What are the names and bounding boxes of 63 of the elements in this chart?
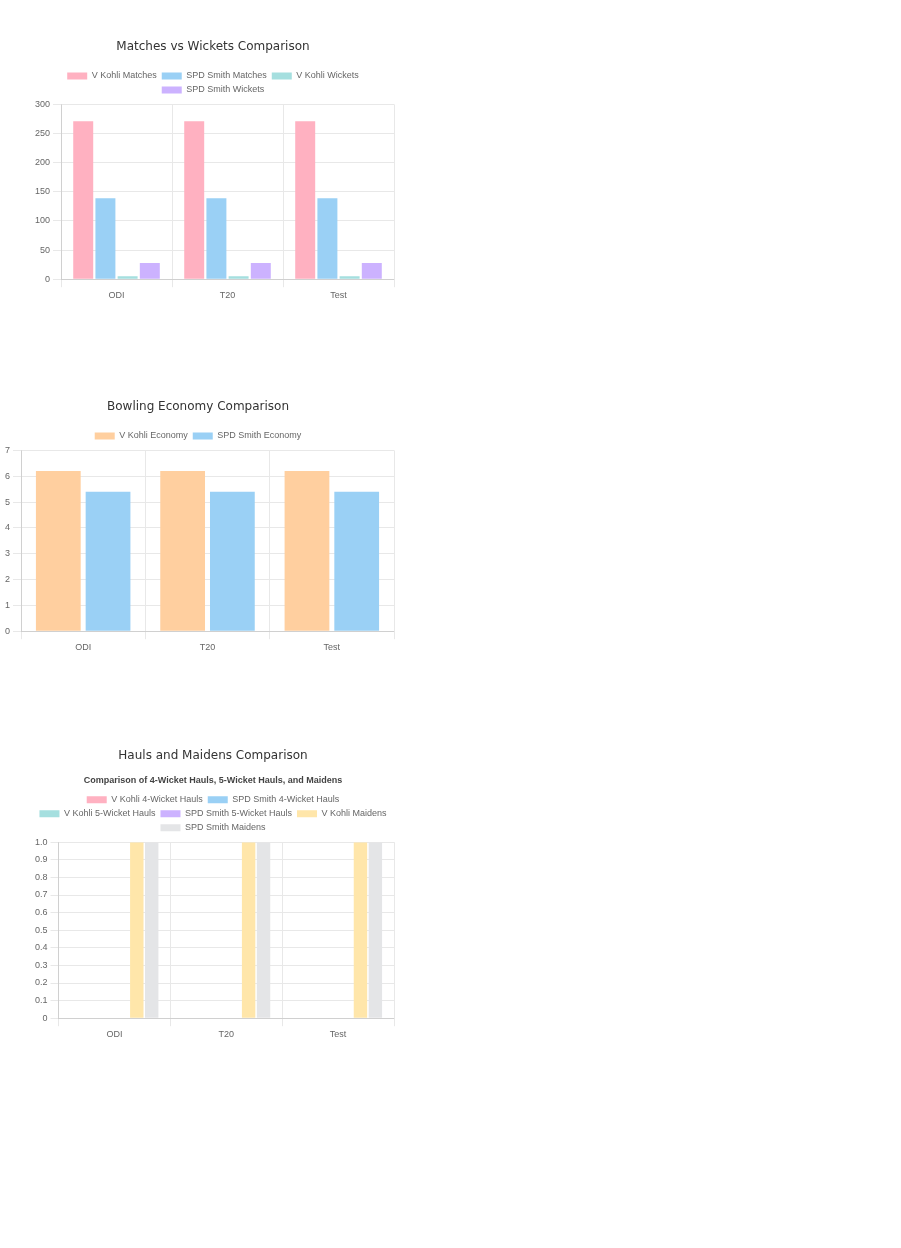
y-tick-label: 0.2 [35, 977, 48, 988]
legend-label: SPD Smith 4-Wicket Hauls [232, 794, 340, 805]
chart-title: Hauls and Maidens Comparison [118, 748, 308, 763]
y-tick-label: 0.9 [35, 854, 48, 865]
x-tick-label: Test [330, 290, 348, 301]
legend-label: V Kohli Wickets [296, 70, 360, 81]
y-tick-label: 100 [34, 215, 51, 226]
y-tick-label: 0 [45, 273, 51, 284]
legend-label: SPD Smith 5-Wicket Hauls [184, 808, 293, 819]
y-tick-label: 0.4 [35, 942, 48, 953]
y-tick-label: 1 [4, 599, 11, 610]
y-tick-label: 2 [4, 574, 11, 585]
y-tick-label: 5 [4, 496, 11, 507]
legend-label: SPD Smith Matches [186, 70, 268, 81]
y-tick-label: 7 [4, 444, 11, 455]
legend-label: V Kohli 5-Wicket Hauls [63, 808, 156, 819]
chart-title: Bowling Economy Comparison [106, 399, 290, 414]
y-tick-label: 0.7 [35, 889, 48, 900]
x-tick-label: T20 [199, 642, 216, 653]
x-tick-label: ODI [106, 1029, 123, 1040]
x-tick-label: T20 [219, 290, 236, 301]
bar [139, 262, 160, 279]
y-tick-label: 150 [34, 186, 51, 197]
bar [361, 262, 382, 279]
y-tick-label: 0.8 [35, 871, 48, 882]
y-tick-label: 0.3 [35, 959, 48, 970]
y-tick-label: 3 [4, 548, 11, 559]
y-tick-label: 0.6 [35, 907, 48, 918]
y-tick-label: 6 [4, 470, 11, 481]
chart-subtitle: Comparison of 4-Wicket Hauls, 5-Wicket Hauls, and Maidens [83, 775, 343, 786]
y-tick-label: 0.1 [35, 995, 48, 1006]
y-tick-label: 200 [34, 157, 51, 168]
y-tick-label: 250 [34, 128, 51, 139]
bar [206, 198, 227, 279]
x-tick-label: Test [323, 642, 341, 653]
legend-label: V Kohli Economy [119, 430, 189, 441]
bar [184, 121, 205, 279]
x-tick-label: Test [329, 1029, 347, 1040]
legend-label: SPD Smith Wickets [186, 84, 265, 95]
bar [317, 198, 338, 279]
bar [250, 262, 271, 279]
y-tick-label: 4 [4, 522, 11, 533]
chart-title: Matches vs Wickets Comparison [116, 39, 310, 54]
bar [73, 121, 94, 279]
bar [95, 198, 116, 279]
y-tick-label: 300 [34, 98, 51, 109]
bar [295, 121, 316, 279]
x-tick-label: ODI [75, 642, 92, 653]
legend-label: SPD Smith Economy [217, 430, 302, 441]
y-tick-label: 50 [40, 244, 51, 255]
bar [339, 276, 360, 279]
legend-label: V Kohli Matches [91, 70, 158, 81]
x-tick-label: T20 [218, 1029, 235, 1040]
y-tick-label: 0 [42, 1012, 48, 1023]
bar [228, 276, 249, 279]
y-tick-label: 0 [4, 625, 11, 636]
y-tick-label: 1.0 [35, 836, 48, 847]
legend-label: SPD Smith Maidens [184, 822, 267, 833]
legend-label: V Kohli Maidens [321, 808, 388, 819]
y-tick-label: 0.5 [35, 924, 48, 935]
x-tick-label: ODI [108, 290, 125, 301]
bar [117, 276, 138, 279]
legend-label: V Kohli 4-Wicket Hauls [111, 794, 204, 805]
